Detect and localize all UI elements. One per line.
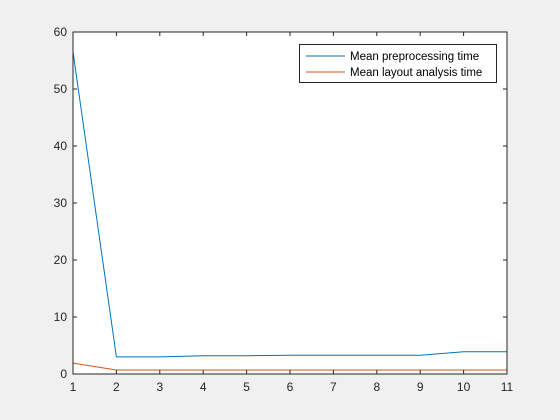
x-tick-label: 10 [457,380,471,394]
ticks-layer: 1 2 3 4 5 6 7 8 9 10 11 0 10 20 30 40 50 60 [54,25,514,394]
y-tick-label: 10 [54,310,68,324]
y-tick-label: 40 [54,139,68,153]
y-tick-label: 0 [60,367,67,381]
x-tick-label: 11 [501,380,514,394]
series-line-1 [72,51,507,358]
x-tick-label: 1 [70,380,77,394]
legend-label: Mean preprocessing time [350,51,479,63]
y-tick-label: 30 [54,196,68,210]
legend: Mean preprocessing time Mean layout anal… [299,44,497,83]
x-tick-label: 9 [417,380,424,394]
x-tick-label: 7 [330,380,337,394]
x-tick-label: 2 [113,380,120,394]
x-tick-label: 3 [156,380,163,394]
y-tick-label: 60 [54,25,68,39]
plot-area [73,32,507,374]
legend-box [299,44,497,83]
x-tick-label: 6 [287,380,294,394]
legend-label: Mean layout analysis time [350,67,482,79]
x-tick-label: 8 [373,380,380,394]
y-tick-label: 20 [54,253,68,267]
x-tick-label: 5 [243,380,250,394]
x-tick-label: 4 [200,380,207,394]
y-tick-label: 50 [54,82,68,96]
